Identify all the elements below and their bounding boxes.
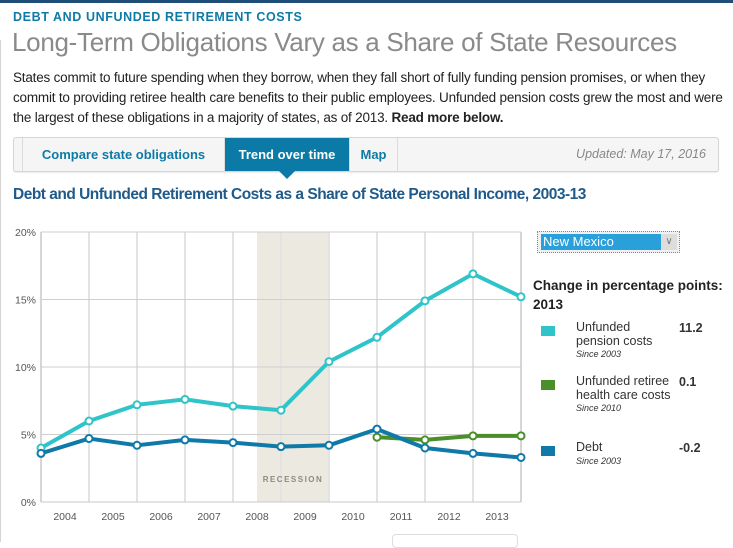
line-chart: 0% 5% 10% 15% 20% 2004 2005 2006 2007 2008 2009 201… bbox=[15, 227, 526, 523]
data-point-unfunded-pension-costs bbox=[516, 292, 526, 302]
x-tick-label: 2006 bbox=[149, 511, 173, 523]
y-tick-label: 20% bbox=[15, 227, 36, 239]
legend-value: 0.1 bbox=[679, 375, 697, 389]
read-more-link[interactable]: Read more below. bbox=[391, 110, 504, 125]
data-point-debt bbox=[84, 434, 94, 444]
data-point-unfunded-pension-costs bbox=[420, 296, 430, 306]
data-point-unfunded-retiree-health-care-costs bbox=[468, 431, 478, 441]
tab-bar: Compare state obligations Trend over tim… bbox=[13, 137, 719, 179]
x-tick-label: 2007 bbox=[197, 511, 221, 523]
data-point-unfunded-retiree-health-care-costs bbox=[516, 431, 526, 441]
y-tick-label: 15% bbox=[15, 295, 36, 307]
legend-label: Debt bbox=[576, 440, 603, 454]
x-tick-label: 2004 bbox=[53, 511, 77, 523]
data-point-debt bbox=[324, 440, 334, 450]
y-tick-label: 10% bbox=[15, 362, 36, 374]
updated-date: Updated: May 17, 2016 bbox=[576, 147, 706, 161]
section-kicker: DEBT AND UNFUNDED RETIREMENT COSTS bbox=[13, 10, 303, 24]
data-point-debt bbox=[420, 443, 430, 453]
data-point-debt bbox=[180, 435, 190, 445]
data-point-debt bbox=[276, 442, 286, 452]
left-border bbox=[0, 40, 1, 542]
data-point-debt bbox=[468, 448, 478, 458]
data-point-unfunded-pension-costs bbox=[468, 269, 478, 279]
data-point-unfunded-pension-costs bbox=[276, 405, 286, 415]
data-point-unfunded-retiree-health-care-costs bbox=[420, 435, 430, 445]
x-tick-label: 2011 bbox=[390, 511, 413, 523]
page-title: Long-Term Obligations Vary as a Share of… bbox=[12, 27, 677, 57]
data-point-debt bbox=[228, 438, 238, 448]
data-point-unfunded-retiree-health-care-costs bbox=[372, 432, 382, 442]
y-tick-label: 5% bbox=[21, 430, 36, 442]
x-tick-label: 2012 bbox=[437, 511, 461, 523]
x-tick-label: 2009 bbox=[293, 511, 317, 523]
data-point-unfunded-pension-costs bbox=[372, 332, 382, 342]
pension-swatch bbox=[541, 326, 555, 336]
legend-label: Unfunded pension costs bbox=[576, 320, 653, 348]
data-point-unfunded-pension-costs bbox=[132, 400, 142, 410]
x-tick-label: 2005 bbox=[101, 511, 125, 523]
data-point-unfunded-pension-costs bbox=[180, 394, 190, 404]
legend-value: 11.2 bbox=[679, 321, 703, 335]
tab-trend-over-time[interactable]: Trend over time bbox=[225, 138, 350, 179]
legend-since: Since 2003 bbox=[576, 455, 622, 466]
tab-map[interactable]: Map bbox=[350, 138, 398, 171]
chevron-down-icon[interactable]: ∨ bbox=[661, 234, 677, 250]
tab-compare-state-obligations[interactable]: Compare state obligations bbox=[23, 138, 225, 171]
legend-title: Change in percentage points: 2013 bbox=[533, 278, 723, 312]
retiree-health-swatch bbox=[541, 380, 555, 390]
legend-label: Unfunded retiree health care costs bbox=[576, 374, 671, 402]
intro-paragraph: States commit to future spending when th… bbox=[13, 68, 728, 128]
data-point-unfunded-pension-costs bbox=[84, 416, 94, 426]
x-tick-label: 2008 bbox=[245, 511, 269, 523]
data-point-unfunded-pension-costs bbox=[324, 357, 334, 367]
data-point-debt bbox=[132, 440, 142, 450]
recession-label: RECESSION bbox=[263, 475, 324, 484]
tab-bar-edge bbox=[14, 138, 23, 171]
data-point-unfunded-pension-costs bbox=[228, 401, 238, 411]
x-tick-label: 2013 bbox=[485, 511, 509, 523]
debt-swatch bbox=[541, 446, 555, 456]
top-accent-bar bbox=[0, 0, 733, 3]
data-point-debt bbox=[36, 448, 46, 458]
intro-text: States commit to future spending when th… bbox=[13, 70, 723, 125]
legend-value: -0.2 bbox=[679, 441, 701, 455]
chart-title: Debt and Unfunded Retirement Costs as a … bbox=[13, 186, 586, 203]
legend-since: Since 2003 bbox=[576, 349, 622, 359]
state-select[interactable]: New Mexico ∨ bbox=[537, 231, 680, 253]
legend-since: Since 2010 bbox=[576, 403, 622, 413]
bottom-panel bbox=[392, 534, 518, 548]
data-point-debt bbox=[516, 452, 526, 462]
y-tick-label: 0% bbox=[21, 497, 36, 509]
state-select-value[interactable]: New Mexico bbox=[541, 234, 661, 250]
data-point-debt bbox=[372, 424, 382, 434]
x-tick-label: 2010 bbox=[341, 511, 365, 523]
